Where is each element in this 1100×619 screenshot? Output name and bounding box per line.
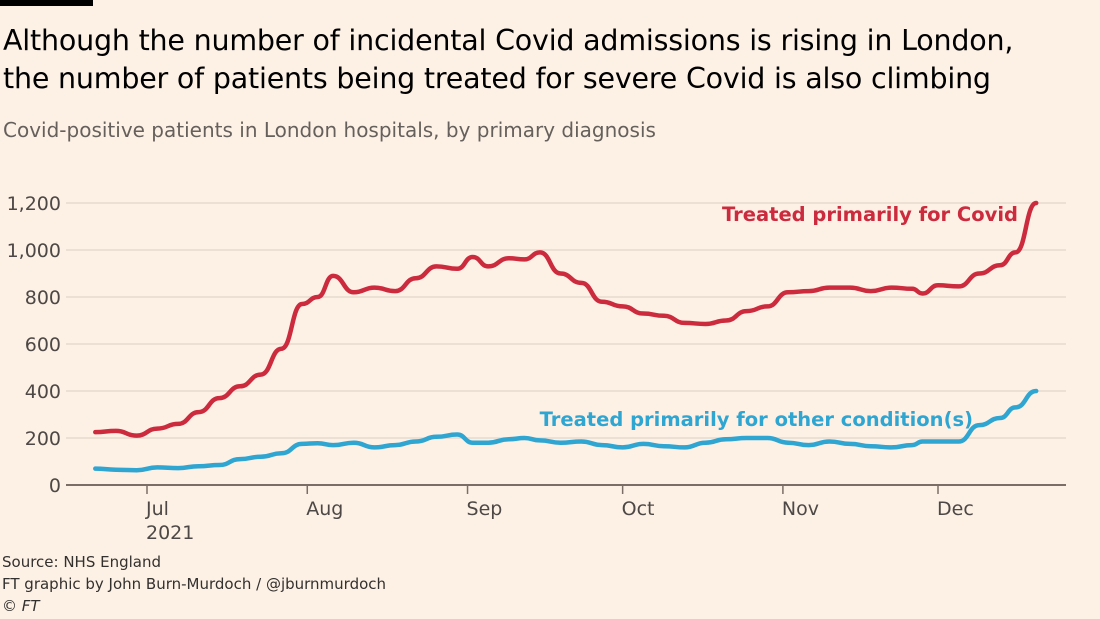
source-note: Source: NHS England — [2, 553, 162, 571]
chart-title-line-1: Although the number of incidental Covid … — [3, 24, 1014, 57]
chart-title-line-2: the number of patients being treated for… — [3, 62, 991, 95]
series-lines — [93, 200, 1039, 473]
copyright-note: © FT — [2, 597, 40, 615]
x-tick-label: 2021 — [146, 522, 194, 544]
chart-title: Although the number of incidental Covid … — [3, 22, 1093, 98]
series-labels: Treated primarily for Covid Treated prima… — [540, 203, 1018, 431]
x-tick-label: Nov — [782, 498, 819, 520]
x-tick-label: Oct — [622, 498, 655, 520]
chart-subtitle: Covid-positive patients in London hospit… — [3, 118, 656, 142]
y-axis-ticks: 0 200 400 600 800 1,000 1,200 — [7, 193, 61, 497]
y-tick-label: 400 — [25, 381, 61, 403]
y-tick-label: 0 — [49, 475, 61, 497]
x-tick-label: Jul — [145, 498, 169, 520]
y-tick-label: 800 — [25, 287, 61, 309]
chart-footer: Source: NHS England FT graphic by John B… — [2, 551, 386, 617]
series-line-other — [93, 388, 1039, 473]
x-tick-label: Sep — [467, 498, 503, 520]
series-line-covid — [93, 200, 1039, 438]
series-label-other: Treated primarily for other condition(s) — [540, 408, 973, 431]
x-tick-label: Aug — [306, 498, 343, 520]
ft-brand-bar — [0, 0, 93, 6]
series-label-covid: Treated primarily for Covid — [722, 203, 1018, 226]
gridlines — [66, 202, 1066, 439]
y-tick-label: 200 — [25, 428, 61, 450]
credit-note: FT graphic by John Burn-Murdoch / @jburn… — [2, 575, 387, 593]
y-tick-label: 600 — [25, 334, 61, 356]
x-tick-label: Dec — [937, 498, 974, 520]
y-tick-label: 1,000 — [7, 240, 61, 262]
y-tick-label: 1,200 — [7, 193, 61, 215]
